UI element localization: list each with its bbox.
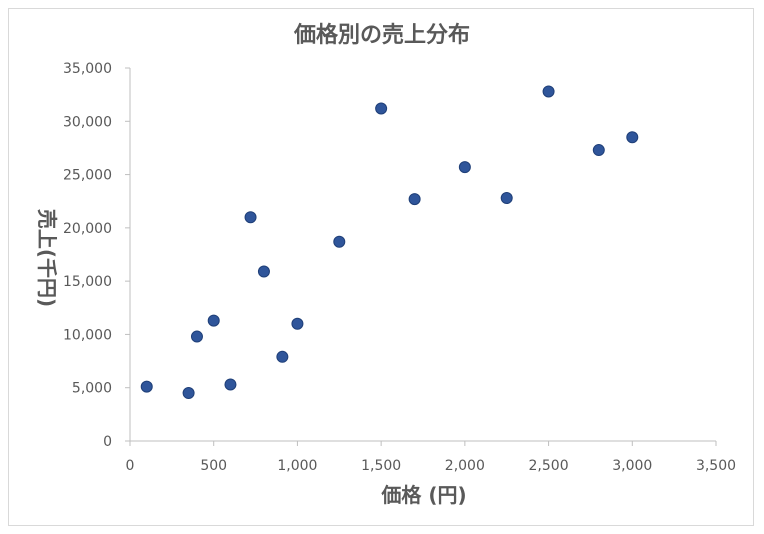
x-axis: 0 500 1,000 1,500 2,000 2,500 3,000 3,500 bbox=[126, 441, 736, 474]
data-point bbox=[408, 193, 421, 206]
y-tick-label: 30,000 bbox=[63, 114, 112, 130]
data-point bbox=[207, 314, 220, 327]
x-tick-label: 2,500 bbox=[529, 458, 569, 474]
data-point bbox=[458, 161, 471, 174]
data-point bbox=[244, 211, 257, 224]
y-axis-title: 売上(千円) bbox=[35, 209, 59, 307]
y-tick-label: 5,000 bbox=[72, 381, 112, 397]
data-point bbox=[140, 380, 153, 393]
x-tick-label: 3,000 bbox=[612, 458, 652, 474]
x-axis-title: 価格 (円) bbox=[380, 483, 466, 507]
y-tick-label: 15,000 bbox=[63, 274, 112, 290]
data-points bbox=[140, 85, 639, 400]
data-point bbox=[257, 265, 270, 278]
y-tick-label: 20,000 bbox=[63, 221, 112, 237]
y-tick-label: 10,000 bbox=[63, 327, 112, 343]
data-point bbox=[182, 387, 195, 400]
data-point bbox=[291, 317, 304, 330]
data-point bbox=[500, 192, 513, 205]
data-point bbox=[190, 330, 203, 343]
data-point bbox=[224, 378, 237, 391]
chart-area bbox=[8, 8, 754, 526]
y-axis: 0 5,000 10,000 15,000 20,000 25,000 30,000 35,0… bbox=[63, 61, 130, 450]
data-point bbox=[626, 131, 639, 144]
data-point bbox=[375, 102, 388, 115]
y-tick-label: 0 bbox=[103, 434, 112, 450]
x-tick-label: 1,000 bbox=[277, 458, 317, 474]
data-point bbox=[276, 350, 289, 363]
y-tick-label: 35,000 bbox=[63, 61, 112, 77]
data-point bbox=[333, 235, 346, 248]
x-tick-label: 2,000 bbox=[445, 458, 485, 474]
y-tick-label: 25,000 bbox=[63, 168, 112, 184]
data-point bbox=[542, 85, 555, 98]
data-point bbox=[592, 144, 605, 157]
x-tick-label: 0 bbox=[126, 458, 135, 474]
chart-title: 価格別の売上分布 bbox=[293, 22, 470, 48]
x-tick-label: 1,500 bbox=[361, 458, 401, 474]
x-tick-label: 3,500 bbox=[696, 458, 736, 474]
x-tick-label: 500 bbox=[200, 458, 227, 474]
